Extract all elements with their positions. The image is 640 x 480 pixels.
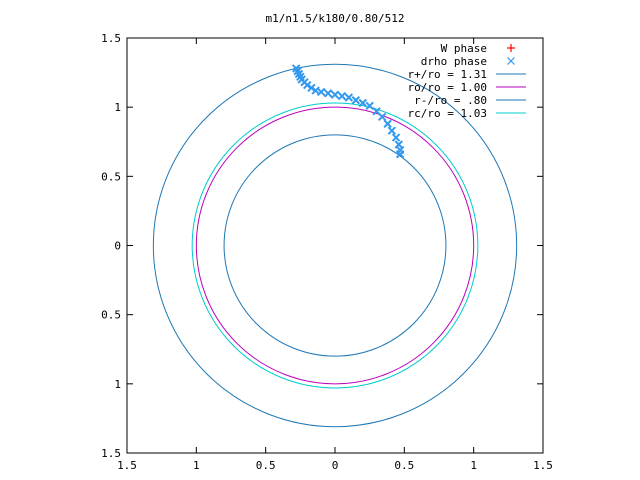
y-tick-label: 1 bbox=[114, 378, 121, 391]
y-tick-label: 1 bbox=[114, 101, 121, 114]
circle-line bbox=[223, 134, 447, 357]
circle-series bbox=[152, 63, 518, 428]
legend-entry: drho phase bbox=[421, 55, 515, 68]
data-point bbox=[316, 87, 326, 97]
x-tick-label: 1.5 bbox=[533, 459, 553, 472]
circle-line bbox=[195, 106, 475, 385]
data-point bbox=[323, 89, 333, 98]
data-point bbox=[387, 126, 397, 135]
x-tick-label: 0.5 bbox=[256, 459, 276, 472]
y-tick-label: 1.5 bbox=[101, 32, 121, 45]
data-point bbox=[337, 91, 347, 101]
x-tick-label: 0 bbox=[332, 459, 339, 472]
y-tick-label: 0.5 bbox=[101, 170, 121, 183]
x-tick-label: 0.5 bbox=[394, 459, 414, 472]
legend-label: W phase bbox=[441, 42, 487, 55]
x-tick-label: 1 bbox=[470, 459, 477, 472]
data-point bbox=[351, 96, 361, 105]
legend-label: ro/ro = 1.00 bbox=[408, 81, 487, 94]
data-point bbox=[344, 93, 354, 102]
legend-entry: ro/ro = 1.00 bbox=[408, 81, 526, 94]
data-point bbox=[377, 112, 387, 122]
data-point bbox=[391, 133, 401, 142]
legend-entry: W phase bbox=[441, 42, 515, 55]
data-point bbox=[383, 119, 392, 128]
legend-label: rc/ro = 1.03 bbox=[408, 107, 487, 120]
circle-line bbox=[191, 102, 479, 389]
chart-title: m1/n1.5/k180/0.80/512 bbox=[265, 12, 404, 25]
legend-entry: r+/ro = 1.31 bbox=[408, 68, 526, 81]
circle-line bbox=[152, 63, 518, 428]
legend-label: r-/ro = .80 bbox=[414, 94, 487, 107]
legend-label: r+/ro = 1.31 bbox=[408, 68, 487, 81]
axis-ticks: 1.5 1 0.5 0 0.5 1 1.51.510.500.511.5 bbox=[101, 32, 553, 472]
data-point bbox=[395, 149, 405, 159]
data-point bbox=[365, 101, 374, 110]
x-tick-label: 1 bbox=[193, 459, 200, 472]
y-tick-label: 1.5 bbox=[101, 447, 121, 460]
y-tick-label: 0.5 bbox=[101, 309, 121, 322]
x-tick-label: 1.5 bbox=[117, 459, 137, 472]
legend-marker bbox=[507, 57, 515, 65]
legend-entry: rc/ro = 1.03 bbox=[408, 107, 526, 120]
legend-entry: r-/ro = .80 bbox=[414, 94, 526, 107]
y-tick-label: 0 bbox=[114, 240, 121, 253]
data-point bbox=[358, 98, 367, 108]
data-point bbox=[330, 90, 340, 99]
legend-label: drho phase bbox=[421, 55, 487, 68]
point-series bbox=[291, 64, 405, 159]
legend-marker bbox=[507, 44, 515, 52]
